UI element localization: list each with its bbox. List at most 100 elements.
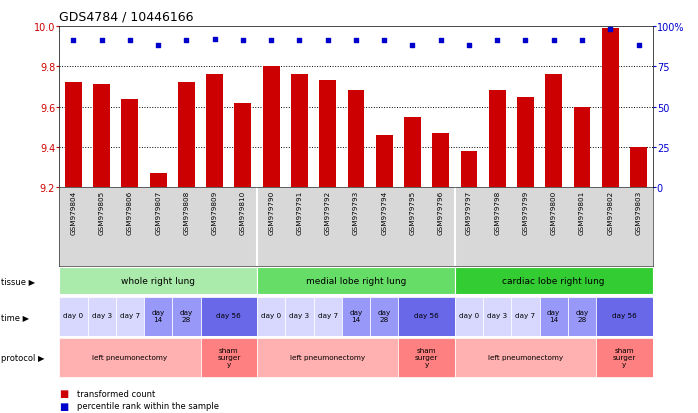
Text: protocol ▶: protocol ▶ [1,353,45,362]
Bar [291,75,308,188]
Point [96,38,107,45]
Bar [178,83,195,188]
Text: left pneumonectomy: left pneumonectomy [92,354,168,360]
Bar [262,67,280,188]
Bar [399,338,455,377]
Text: transformed count: transformed count [77,389,155,398]
Text: GSM979792: GSM979792 [325,190,331,235]
Bar [342,297,370,336]
Text: day 3: day 3 [91,313,112,318]
Bar [285,297,313,336]
Bar [568,297,596,336]
Text: GDS4784 / 10446166: GDS4784 / 10446166 [59,10,194,23]
Bar [455,338,596,377]
Text: day 56: day 56 [612,313,637,318]
Text: GSM979808: GSM979808 [184,190,189,235]
Text: day
28: day 28 [378,309,391,322]
Bar [94,85,110,188]
Bar [200,297,257,336]
Bar [116,297,144,336]
Text: left pneumonectomy: left pneumonectomy [488,354,563,360]
Bar [150,174,167,188]
Bar [483,297,512,336]
Point [181,38,192,45]
Bar [512,297,540,336]
Text: day
14: day 14 [547,309,560,322]
Bar [517,97,534,188]
Point [407,43,418,50]
Point [491,38,503,45]
Bar [545,75,562,188]
Text: ■: ■ [59,388,68,398]
Text: GSM979791: GSM979791 [297,190,302,235]
Bar [455,268,653,295]
Text: cardiac lobe right lung: cardiac lobe right lung [503,276,605,285]
Text: day 3: day 3 [290,313,309,318]
Bar [172,297,200,336]
Point [604,27,616,33]
Bar [65,83,82,188]
Text: time ▶: time ▶ [1,312,29,321]
Text: GSM979790: GSM979790 [268,190,274,235]
Text: day
28: day 28 [575,309,588,322]
Text: GSM979802: GSM979802 [607,190,614,235]
Bar [370,297,399,336]
Point [237,38,248,45]
Bar [348,91,364,188]
Text: GSM979803: GSM979803 [635,190,641,235]
Text: day 7: day 7 [318,313,338,318]
Text: GSM979794: GSM979794 [381,190,387,235]
Bar [376,135,393,188]
Text: GSM979798: GSM979798 [494,190,500,235]
Point [633,43,644,50]
Text: medial lobe right lung: medial lobe right lung [306,276,406,285]
Text: GSM979805: GSM979805 [98,190,105,235]
Point [294,38,305,45]
Point [153,43,164,50]
Bar [596,338,653,377]
Bar [540,297,568,336]
Bar [59,297,87,336]
Bar [59,268,257,295]
Bar [200,338,257,377]
Point [577,38,588,45]
Text: sham
surger
y: sham surger y [217,347,241,367]
Point [463,43,475,50]
Text: whole right lung: whole right lung [121,276,195,285]
Point [435,38,446,45]
Text: day 56: day 56 [414,313,439,318]
Text: GSM979809: GSM979809 [211,190,218,235]
Bar [455,297,483,336]
Point [378,38,389,45]
Point [548,38,559,45]
Bar [602,29,618,188]
Text: GSM979793: GSM979793 [353,190,359,235]
Text: day
28: day 28 [180,309,193,322]
Text: day 0: day 0 [261,313,281,318]
Text: GSM979807: GSM979807 [155,190,161,235]
Text: ■: ■ [59,401,68,411]
Text: day
14: day 14 [151,309,165,322]
Text: GSM979801: GSM979801 [579,190,585,235]
Bar [461,152,477,188]
Text: day 0: day 0 [64,313,84,318]
Text: sham
surger
y: sham surger y [415,347,438,367]
Point [520,38,531,45]
Text: GSM979810: GSM979810 [240,190,246,235]
Bar [432,133,450,188]
Point [322,38,334,45]
Text: tissue ▶: tissue ▶ [1,277,36,286]
Bar [399,297,455,336]
Text: GSM979800: GSM979800 [551,190,557,235]
Text: sham
surger
y: sham surger y [613,347,636,367]
Text: GSM979795: GSM979795 [410,190,415,235]
Point [68,38,79,45]
Text: left pneumonectomy: left pneumonectomy [290,354,365,360]
Text: GSM979804: GSM979804 [70,190,77,235]
Text: GSM979799: GSM979799 [523,190,528,235]
Text: day 56: day 56 [216,313,242,318]
Bar [319,81,336,188]
Bar [235,103,251,188]
Bar [404,117,421,188]
Bar [257,297,285,336]
